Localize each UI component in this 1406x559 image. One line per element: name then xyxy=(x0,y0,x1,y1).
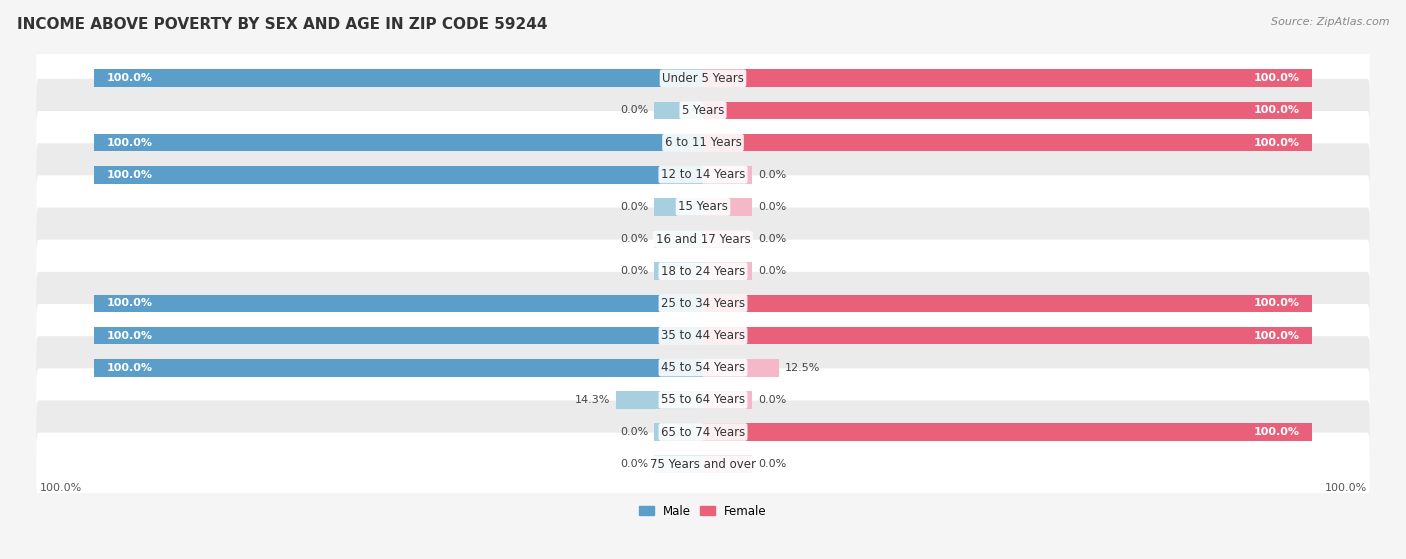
Text: 0.0%: 0.0% xyxy=(758,202,786,212)
Text: 0.0%: 0.0% xyxy=(620,266,648,276)
Text: 100.0%: 100.0% xyxy=(1254,427,1299,437)
Text: 5 Years: 5 Years xyxy=(682,104,724,117)
Bar xyxy=(703,230,752,248)
Bar xyxy=(94,166,703,183)
Bar xyxy=(654,262,703,280)
FancyBboxPatch shape xyxy=(37,368,1369,432)
FancyBboxPatch shape xyxy=(37,207,1369,271)
Text: 100.0%: 100.0% xyxy=(107,138,152,148)
Text: Source: ZipAtlas.com: Source: ZipAtlas.com xyxy=(1271,17,1389,27)
Text: 100.0%: 100.0% xyxy=(1254,106,1299,115)
Text: 0.0%: 0.0% xyxy=(758,459,786,469)
Text: 100.0%: 100.0% xyxy=(1254,299,1299,309)
Text: 100.0%: 100.0% xyxy=(1254,73,1299,83)
Text: 16 and 17 Years: 16 and 17 Years xyxy=(655,233,751,245)
Text: 65 to 74 Years: 65 to 74 Years xyxy=(661,425,745,438)
Text: 0.0%: 0.0% xyxy=(620,202,648,212)
Text: INCOME ABOVE POVERTY BY SEX AND AGE IN ZIP CODE 59244: INCOME ABOVE POVERTY BY SEX AND AGE IN Z… xyxy=(17,17,547,32)
Text: 100.0%: 100.0% xyxy=(39,484,82,493)
Bar xyxy=(703,262,752,280)
FancyBboxPatch shape xyxy=(37,79,1369,142)
Text: 100.0%: 100.0% xyxy=(107,170,152,180)
Bar xyxy=(703,295,1312,312)
Text: 100.0%: 100.0% xyxy=(1254,330,1299,340)
Text: 0.0%: 0.0% xyxy=(620,234,648,244)
FancyBboxPatch shape xyxy=(37,111,1369,174)
Bar xyxy=(654,102,703,119)
Text: 15 Years: 15 Years xyxy=(678,200,728,214)
FancyBboxPatch shape xyxy=(37,336,1369,399)
Bar xyxy=(94,69,703,87)
Text: 100.0%: 100.0% xyxy=(1324,484,1367,493)
Text: 55 to 64 Years: 55 to 64 Years xyxy=(661,394,745,406)
Text: 0.0%: 0.0% xyxy=(758,266,786,276)
FancyBboxPatch shape xyxy=(37,176,1369,238)
Text: 0.0%: 0.0% xyxy=(620,106,648,115)
Text: 0.0%: 0.0% xyxy=(758,395,786,405)
FancyBboxPatch shape xyxy=(37,143,1369,206)
FancyBboxPatch shape xyxy=(37,47,1369,110)
Bar xyxy=(654,423,703,441)
Text: 0.0%: 0.0% xyxy=(620,459,648,469)
Bar xyxy=(703,423,1312,441)
Bar xyxy=(654,456,703,473)
Text: 18 to 24 Years: 18 to 24 Years xyxy=(661,265,745,278)
Text: 0.0%: 0.0% xyxy=(758,170,786,180)
Text: 12 to 14 Years: 12 to 14 Years xyxy=(661,168,745,181)
Bar xyxy=(703,359,779,377)
Text: 100.0%: 100.0% xyxy=(107,363,152,373)
Text: 35 to 44 Years: 35 to 44 Years xyxy=(661,329,745,342)
Legend: Male, Female: Male, Female xyxy=(634,500,772,522)
Bar xyxy=(703,198,752,216)
Text: 45 to 54 Years: 45 to 54 Years xyxy=(661,361,745,374)
FancyBboxPatch shape xyxy=(37,400,1369,463)
Bar xyxy=(654,230,703,248)
Text: 100.0%: 100.0% xyxy=(107,73,152,83)
Bar xyxy=(94,326,703,344)
Text: 100.0%: 100.0% xyxy=(107,330,152,340)
Bar xyxy=(703,166,752,183)
Bar xyxy=(703,134,1312,151)
FancyBboxPatch shape xyxy=(37,272,1369,335)
Bar xyxy=(654,198,703,216)
Bar xyxy=(703,391,752,409)
Bar xyxy=(94,134,703,151)
Bar xyxy=(94,295,703,312)
Text: 12.5%: 12.5% xyxy=(785,363,821,373)
Text: 6 to 11 Years: 6 to 11 Years xyxy=(665,136,741,149)
Text: 100.0%: 100.0% xyxy=(107,299,152,309)
Bar xyxy=(616,391,703,409)
Bar xyxy=(703,326,1312,344)
Text: 0.0%: 0.0% xyxy=(758,234,786,244)
Bar xyxy=(94,359,703,377)
FancyBboxPatch shape xyxy=(37,433,1369,496)
FancyBboxPatch shape xyxy=(37,240,1369,303)
Text: 0.0%: 0.0% xyxy=(620,427,648,437)
Bar xyxy=(703,102,1312,119)
Text: 14.3%: 14.3% xyxy=(575,395,610,405)
Text: 75 Years and over: 75 Years and over xyxy=(650,458,756,471)
Text: 100.0%: 100.0% xyxy=(1254,138,1299,148)
Bar xyxy=(703,456,752,473)
Bar xyxy=(703,69,1312,87)
Text: 25 to 34 Years: 25 to 34 Years xyxy=(661,297,745,310)
Text: Under 5 Years: Under 5 Years xyxy=(662,72,744,85)
FancyBboxPatch shape xyxy=(37,304,1369,367)
